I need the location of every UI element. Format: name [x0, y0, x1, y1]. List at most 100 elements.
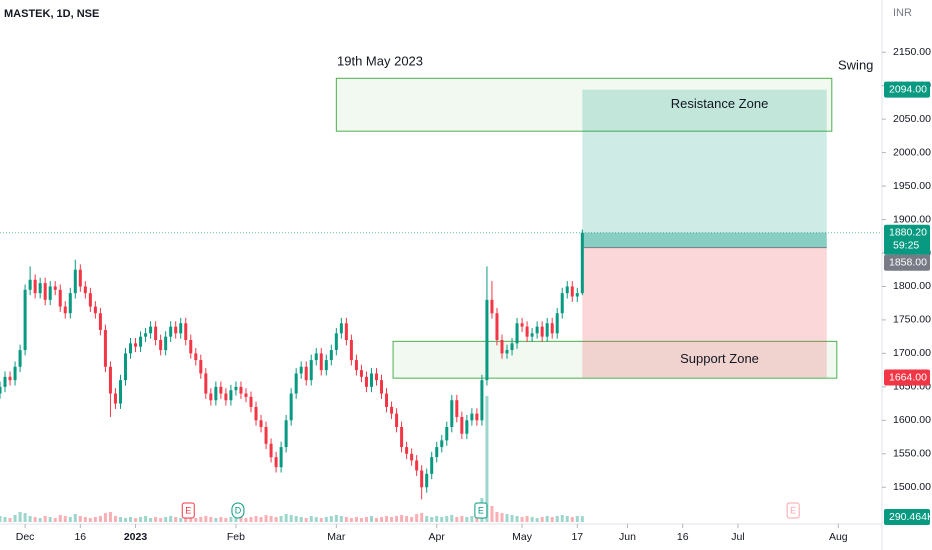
loss-zone	[582, 247, 827, 378]
volume-bar	[169, 516, 173, 522]
profit-zone	[582, 89, 827, 248]
volume-bar	[3, 517, 7, 522]
candle-body	[53, 286, 57, 290]
volume-bar	[560, 515, 564, 522]
entry-label: 1858.00	[889, 257, 927, 269]
volume-bar	[520, 517, 524, 522]
candle-body	[209, 393, 213, 401]
candle-body	[580, 232, 584, 294]
candle-body	[525, 326, 529, 337]
y-tick-label: 2000.00	[893, 146, 931, 158]
volume-bar	[425, 516, 429, 522]
candle-body	[410, 453, 414, 461]
candle-body	[269, 443, 273, 458]
volume-bar	[164, 517, 168, 522]
candle-body	[214, 386, 218, 401]
y-tick-label: 2050.00	[893, 113, 931, 125]
x-tick-label: 2023	[124, 531, 148, 543]
candle-body	[535, 326, 539, 334]
candle-body	[204, 373, 208, 394]
candle-body	[184, 323, 188, 340]
volume-bar	[38, 518, 42, 522]
y-tick-label: 1800.00	[893, 280, 931, 292]
volume-bar	[33, 517, 37, 522]
candle-body	[244, 393, 248, 397]
volume-bar	[184, 516, 188, 522]
volume-bar	[344, 517, 348, 522]
candle-body	[420, 470, 424, 488]
volume-bar	[555, 516, 559, 522]
volume-bar	[83, 517, 87, 522]
volume-bar	[129, 517, 133, 522]
candle-body	[0, 386, 2, 394]
volume-bar	[390, 517, 394, 522]
candle-body	[169, 326, 173, 337]
volume-label-box	[884, 509, 930, 525]
volume-bar	[234, 518, 238, 522]
volume-bar	[139, 517, 143, 522]
volume-bar	[510, 515, 514, 522]
candle-body	[279, 447, 283, 468]
volume-bar	[118, 517, 122, 522]
candle-body	[118, 380, 122, 404]
y-tick-label: 1700.00	[893, 347, 931, 359]
candle-body	[550, 323, 554, 334]
candle-body	[224, 393, 228, 401]
target-label-box	[884, 81, 930, 98]
x-tick-label: 16	[74, 531, 86, 543]
volume-bar	[415, 514, 419, 522]
candle-body	[199, 360, 203, 374]
candle-body	[329, 350, 333, 361]
candle-body	[294, 373, 298, 394]
candle-body	[93, 306, 97, 314]
candle-body	[369, 373, 373, 387]
candle-body	[259, 420, 263, 428]
x-tick-label: 17	[571, 531, 583, 543]
volume-bar	[63, 516, 67, 522]
volume-bar	[460, 516, 464, 522]
event-label: E	[478, 505, 484, 515]
candle-body	[63, 306, 67, 314]
candle-body	[319, 353, 323, 371]
volume-bar	[134, 518, 138, 522]
y-tick-label: 1900.00	[893, 213, 931, 225]
candle-body	[455, 400, 459, 417]
candle-body	[405, 447, 409, 454]
candle-body	[380, 380, 384, 394]
candle-body	[334, 333, 338, 351]
volume-bar	[284, 514, 288, 522]
volume-bar	[279, 516, 283, 522]
candle-body	[500, 340, 504, 354]
event-marker	[181, 502, 195, 519]
candle-body	[575, 293, 579, 297]
volume-bar	[294, 516, 298, 522]
volume-bar	[334, 515, 338, 522]
candle-body	[144, 333, 148, 337]
candle-body	[254, 406, 258, 421]
candle-body	[425, 473, 429, 488]
candle-body	[103, 329, 107, 367]
candle-body	[359, 370, 363, 377]
volume-bar	[405, 516, 409, 522]
volume-bar	[179, 518, 183, 522]
volume-bar	[374, 518, 378, 522]
volume-bar	[485, 396, 489, 522]
open-profit	[582, 232, 827, 248]
volume-bar	[535, 518, 539, 522]
volume-bar	[149, 518, 153, 522]
volume-bar	[545, 516, 549, 522]
volume-bar	[93, 517, 97, 522]
candle-body	[13, 366, 17, 381]
x-tick-label: Jul	[731, 531, 744, 543]
chart-title: MASTEK, 1D, NSE	[4, 8, 99, 20]
candle-body	[108, 366, 112, 394]
currency: INR	[893, 7, 912, 19]
volume-bar	[58, 515, 62, 522]
volume-bar	[550, 517, 554, 522]
event-label: E	[790, 505, 796, 515]
volume-bar	[209, 517, 213, 522]
volume-bar	[239, 517, 243, 522]
volume-bar	[229, 517, 233, 522]
candle-body	[440, 440, 444, 448]
